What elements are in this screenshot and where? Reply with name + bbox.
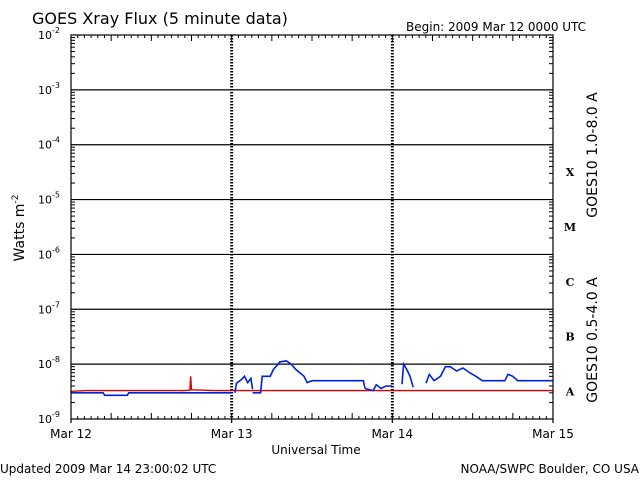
x-tick-label: Mar 14: [371, 427, 413, 441]
x-tick-label: Mar 12: [50, 427, 92, 441]
series-layer: [70, 359, 553, 397]
x-axis-label: Universal Time: [271, 443, 360, 457]
y-tick-label: 10-9: [38, 410, 60, 426]
grid-layer: [70, 35, 554, 423]
series-line-short: [364, 383, 393, 392]
begin-label: Begin: 2009 Mar 12 0000 UTC: [406, 20, 586, 34]
series-line-short: [401, 361, 414, 388]
y-tick-label: 10-7: [38, 300, 60, 316]
series-line-long: [70, 376, 553, 392]
x-tick-label: Mar 13: [211, 427, 253, 441]
footer-source: NOAA/SWPC Boulder, CO USA: [461, 462, 640, 476]
series-line-short: [71, 391, 232, 397]
series-line-short: [252, 359, 366, 394]
chart-title: GOES Xray Flux (5 minute data): [32, 9, 288, 28]
legend-label-short: GOES10 0.5-4.0 A: [585, 277, 601, 403]
x-tick-label: Mar 15: [532, 427, 574, 441]
flare-class-label: M: [564, 221, 576, 234]
flare-class-label: B: [565, 331, 574, 344]
y-axis-label: Watts m-2: [11, 195, 28, 262]
flare-class-label: A: [565, 386, 575, 399]
y-axis-label-text: Watts m: [12, 204, 28, 262]
y-tick-label: 10-6: [38, 245, 60, 261]
flare-class-labels: X M C B A: [564, 166, 576, 398]
x-tick-labels: Mar 12 Mar 13 Mar 14 Mar 15: [50, 427, 574, 441]
y-tick-label: 10-5: [38, 191, 60, 207]
y-tick-label: 10-8: [38, 355, 60, 371]
y-tick-label: 10-2: [38, 26, 60, 42]
legend-label-long: GOES10 1.0-8.0 A: [585, 92, 601, 218]
series-line-short: [234, 374, 254, 393]
y-axis-label-sup: -2: [11, 195, 21, 204]
y-tick-label: 10-3: [38, 81, 60, 97]
y-tick-label: 10-4: [38, 136, 60, 152]
legend-long-channel: GOES10 1.0-8.0 A: [585, 92, 601, 218]
legend-short-channel: GOES10 0.5-4.0 A: [585, 277, 601, 403]
svg-text:Watts m-2: Watts m-2: [11, 195, 28, 262]
flare-class-label: C: [566, 276, 575, 289]
series-line-short: [425, 365, 553, 384]
footer-updated: Updated 2009 Mar 14 23:00:02 UTC: [0, 462, 216, 476]
y-tick-labels: 10-2 10-3 10-4 10-5 10-6 10-7 10-8 10-9: [38, 26, 60, 426]
flare-class-label: X: [566, 166, 575, 179]
plot-frame: [70, 34, 554, 420]
